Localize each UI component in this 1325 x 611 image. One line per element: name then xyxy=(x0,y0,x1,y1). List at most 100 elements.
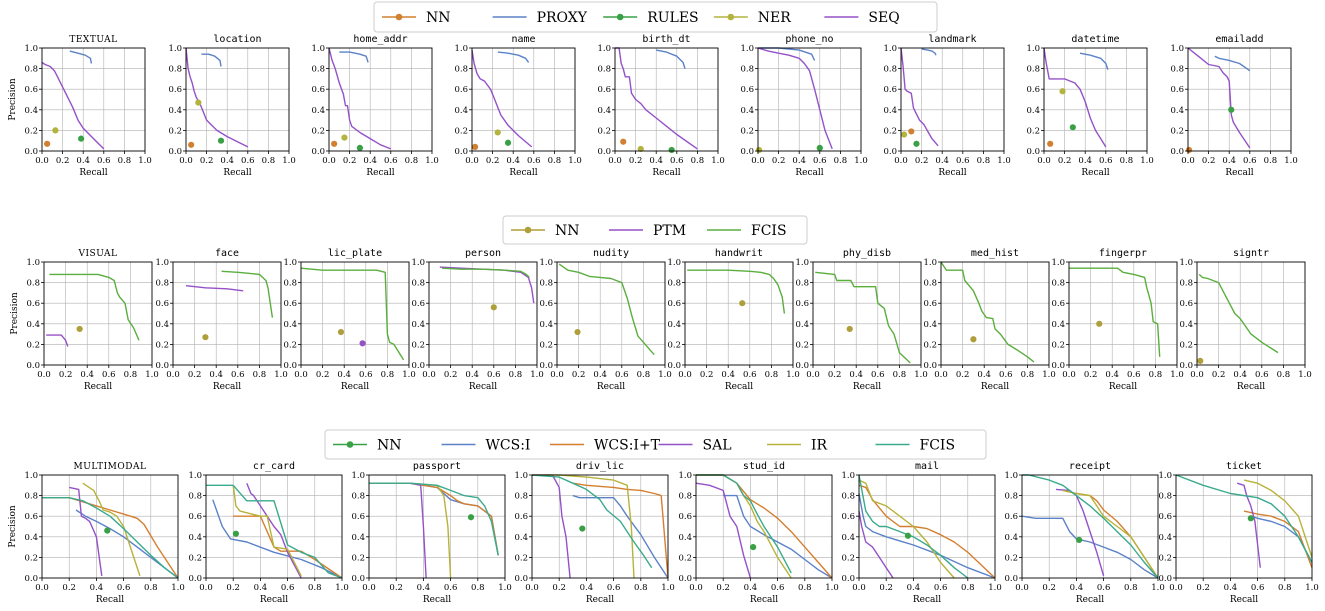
x-tick-label: 0.0 xyxy=(1181,156,1195,166)
legend-marker-rules xyxy=(616,13,624,21)
series-fcis xyxy=(940,261,1035,363)
y-tick-label: 0.4 xyxy=(168,106,182,116)
x-tick-label: 0.4 xyxy=(417,583,431,593)
y-tick-label: 0.4 xyxy=(740,106,754,116)
x-tick-label: 0.8 xyxy=(637,370,651,380)
y-tick-label: 0.4 xyxy=(283,320,297,330)
x-tick-label: 0.8 xyxy=(893,370,907,380)
x-tick-label: 1.0 xyxy=(997,156,1011,166)
axes-frame xyxy=(41,474,179,579)
x-tick-label: 0.4 xyxy=(465,370,479,380)
series-ir xyxy=(82,482,141,577)
y-tick-label: 0.8 xyxy=(597,65,611,75)
panel-name: 0.0 0.2 0.4 0.6 0.8 1.0 0.0 0.2 0.4 0.6 0.8 1.0 name… xyxy=(454,34,581,178)
x-axis-label: Recall xyxy=(1081,168,1109,178)
y-tick-label: 0.8 xyxy=(454,65,468,75)
x-tick-label: 0.8 xyxy=(1264,156,1278,166)
y-tick-label: 0.2 xyxy=(24,553,38,563)
point-nn xyxy=(1185,146,1193,154)
axes-frame xyxy=(1043,47,1148,152)
y-tick-label: 1.0 xyxy=(26,258,40,268)
panel-person: 0.0 0.2 0.4 0.6 0.8 1.0 0.0 0.2 0.4 0.6 0.8 1.0 pers… xyxy=(411,248,543,392)
series-sal xyxy=(246,482,302,579)
y-tick-label: 0.0 xyxy=(1158,574,1172,584)
point-nn xyxy=(467,514,475,521)
point-nn xyxy=(1247,515,1254,522)
axes-frame xyxy=(940,261,1050,366)
y-tick-label: 0.0 xyxy=(678,574,692,584)
x-tick-label: 1.0 xyxy=(1042,370,1056,380)
x-tick-label: 0.4 xyxy=(721,370,735,380)
y-tick-label: 0.2 xyxy=(841,553,855,563)
y-tick-label: 0.0 xyxy=(923,361,937,371)
y-tick-label: 0.4 xyxy=(841,533,855,543)
x-tick-label: 0.6 xyxy=(281,583,295,593)
x-tick-label: 1.0 xyxy=(335,583,349,593)
y-tick-label: 1.0 xyxy=(283,258,297,268)
series-proxy xyxy=(1079,52,1109,70)
x-tick-label: 0.2 xyxy=(62,583,76,593)
series-proxy xyxy=(69,50,93,64)
axes-frame xyxy=(695,474,833,579)
y-tick-label: 0.8 xyxy=(667,279,681,289)
x-tick-label: 0.0 xyxy=(465,156,479,166)
panel-face: 0.0 0.2 0.4 0.6 0.8 1.0 0.0 0.2 0.4 0.6 0.8 1.0 face… xyxy=(155,248,287,392)
panel-title: handwrit xyxy=(715,248,763,259)
axes-frame xyxy=(471,47,576,152)
point-rules xyxy=(913,140,920,147)
y-tick-label: 1.0 xyxy=(24,44,38,54)
series-fcis xyxy=(558,263,655,356)
series-seq xyxy=(471,49,533,148)
point-rules xyxy=(1069,124,1076,131)
point-nn xyxy=(1047,140,1054,147)
series-seq xyxy=(900,47,939,147)
x-tick-label: 1.0 xyxy=(711,156,725,166)
x-tick-label: 0.0 xyxy=(525,583,539,593)
legend-label-nn: NN xyxy=(555,223,580,239)
x-tick-label: 0.2 xyxy=(226,583,240,593)
series-fcis xyxy=(1198,273,1279,354)
series-proxy xyxy=(497,51,530,63)
y-tick-label: 0.6 xyxy=(514,512,528,522)
y-tick-label: 0.2 xyxy=(1051,340,1065,350)
x-axis-label: Recall xyxy=(423,595,451,605)
x-tick-label: 0.4 xyxy=(1222,156,1236,166)
y-tick-label: 0.2 xyxy=(923,340,937,350)
panel-title: birth_dt xyxy=(642,34,690,45)
x-tick-label: 0.8 xyxy=(1149,370,1163,380)
y-tick-label: 0.0 xyxy=(454,147,468,157)
y-tick-label: 0.0 xyxy=(411,361,425,371)
x-tick-label: 1.0 xyxy=(274,370,288,380)
x-tick-label: 0.4 xyxy=(1224,583,1238,593)
y-tick-label: 0.4 xyxy=(1158,533,1172,543)
series-wcs-i-t xyxy=(42,497,179,579)
y-tick-label: 0.8 xyxy=(841,492,855,502)
series-wcs-i xyxy=(723,494,833,579)
x-tick-label: 0.4 xyxy=(506,156,520,166)
series-ir xyxy=(1062,489,1159,579)
axes-frame xyxy=(1187,47,1292,152)
x-axis-label: Recall xyxy=(725,382,753,392)
y-tick-label: 1.0 xyxy=(795,258,809,268)
y-tick-label: 0.8 xyxy=(168,65,182,75)
y-tick-label: 0.0 xyxy=(539,361,553,371)
series-wcs-i-t xyxy=(1062,489,1159,579)
y-tick-label: 0.8 xyxy=(351,492,365,502)
x-tick-label: 0.6 xyxy=(615,370,629,380)
panel-title: MULTIMODAL xyxy=(74,462,147,472)
y-tick-label: 0.2 xyxy=(168,126,182,136)
legend-label-wcs:i: WCS:I xyxy=(486,438,531,454)
legend-marker-ner xyxy=(727,13,735,21)
y-tick-label: 1.0 xyxy=(667,258,681,268)
panel-ticket: 0.0 0.2 0.4 0.6 0.8 1.0 0.0 0.2 0.4 0.6 0.8 1.0 tick… xyxy=(1158,461,1318,605)
y-tick-label: 0.6 xyxy=(841,512,855,522)
x-tick-label: 0.0 xyxy=(199,583,213,593)
series-proxy xyxy=(921,48,937,56)
x-tick-label: 0.4 xyxy=(649,156,663,166)
axes-frame xyxy=(1068,261,1178,366)
y-tick-label: 0.4 xyxy=(795,320,809,330)
x-tick-label: 0.4 xyxy=(907,583,921,593)
panel-title: phy_disb xyxy=(843,248,891,259)
series-seq xyxy=(615,47,698,150)
legend-multimodal: NN WCS:I WCS:I+T SAL IR FCIS xyxy=(324,429,987,460)
